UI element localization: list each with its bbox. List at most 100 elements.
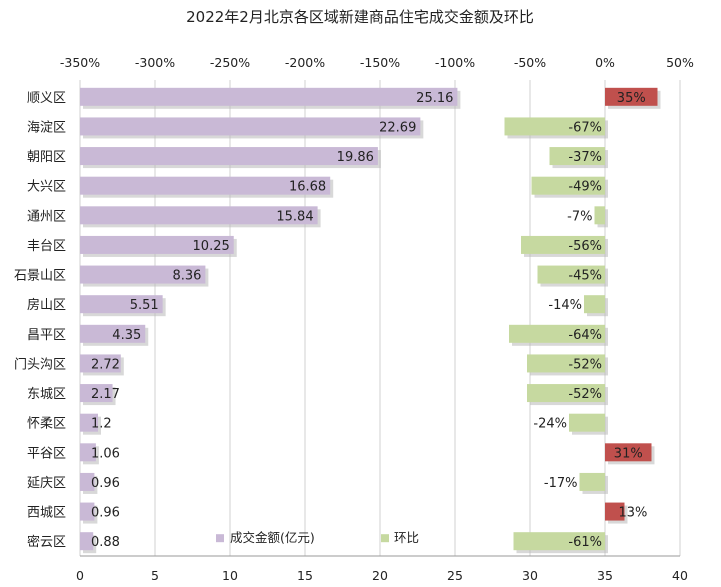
amount-bar xyxy=(80,295,163,314)
amount-data-label: 15.84 xyxy=(276,209,313,224)
bottom-tick-label: 35 xyxy=(597,568,613,583)
category-labels: 顺义区海淀区朝阳区大兴区通州区丰台区石景山区房山区昌平区门头沟区东城区怀柔区平谷… xyxy=(14,91,66,550)
amount-bar xyxy=(80,532,94,551)
amount-data-label: 25.16 xyxy=(416,91,453,106)
change-data-label: -24% xyxy=(533,417,567,432)
change-data-label: 31% xyxy=(614,446,643,461)
change-data-label: -14% xyxy=(548,298,582,313)
change-bar xyxy=(569,413,605,432)
change-data-label: -49% xyxy=(568,180,602,195)
change-data-label: -52% xyxy=(568,357,602,372)
amount-data-label: 2.72 xyxy=(91,357,120,372)
amount-bar xyxy=(80,265,206,284)
change-bar xyxy=(605,87,658,106)
amount-bar xyxy=(80,324,146,343)
top-tick-label: -350% xyxy=(60,55,100,70)
amount-bar xyxy=(80,413,98,432)
top-tick-label: -150% xyxy=(360,55,400,70)
category-label: 丰台区 xyxy=(27,239,66,254)
change-bar xyxy=(504,117,605,136)
bottom-axis-ticks: 0 5 10 15 20 25 30 35 40 xyxy=(76,568,688,583)
category-label: 大兴区 xyxy=(27,180,66,195)
change-bar xyxy=(605,502,625,521)
change-data-label: -45% xyxy=(568,269,602,284)
amount-data-label: 5.51 xyxy=(130,298,159,313)
category-label: 昌平区 xyxy=(27,328,66,343)
amount-bar xyxy=(80,472,95,491)
top-tick-label: -250% xyxy=(210,55,250,70)
amount-bar xyxy=(80,384,113,403)
top-tick-label: -300% xyxy=(135,55,175,70)
change-data-label: 35% xyxy=(617,91,646,106)
top-tick-label: -200% xyxy=(285,55,325,70)
change-bar xyxy=(579,472,605,491)
change-bar xyxy=(584,295,605,314)
amount-bar xyxy=(80,443,96,462)
category-label: 密云区 xyxy=(27,534,66,550)
change-bar xyxy=(537,265,605,284)
amount-data-label: 1.06 xyxy=(91,446,120,461)
change-bar xyxy=(549,147,605,166)
category-label: 门头沟区 xyxy=(14,357,66,372)
amount-bar xyxy=(80,87,458,106)
top-axis-ticks: -350% -300% -250% -200% -150% -100% -50% 0% 50% xyxy=(60,55,694,70)
category-label: 海淀区 xyxy=(27,120,66,135)
change-data-label: -37% xyxy=(568,150,602,165)
amount-data-label: 19.86 xyxy=(337,150,374,165)
top-tick-label: 0% xyxy=(595,55,615,70)
chart-title: 2022年2月北京各区域新建商品住宅成交金额及环比 xyxy=(186,8,534,26)
category-label: 平谷区 xyxy=(27,446,66,461)
change-data-label: -52% xyxy=(568,387,602,402)
amount-data-label: 22.69 xyxy=(379,120,416,135)
amount-bar xyxy=(80,235,234,254)
amount-data-label: 2.17 xyxy=(91,387,120,402)
amount-bar xyxy=(80,117,421,136)
legend-label-change: 环比 xyxy=(394,530,419,545)
bars: 25.16 35% 22.69 -67% 19.86 -37% 16.68 -49% 15.84… xyxy=(80,87,661,554)
change-data-label: -7% xyxy=(567,209,592,224)
amount-data-label: 0.96 xyxy=(91,506,120,521)
amount-data-label: 4.35 xyxy=(112,328,141,343)
bottom-tick-label: 0 xyxy=(76,568,84,583)
bottom-tick-label: 10 xyxy=(222,568,238,583)
amount-bar xyxy=(80,176,331,195)
bottom-tick-label: 25 xyxy=(447,568,463,583)
bottom-tick-label: 20 xyxy=(372,568,388,583)
change-bar xyxy=(531,176,605,195)
change-bar xyxy=(527,384,605,403)
category-label: 朝阳区 xyxy=(27,150,66,165)
amount-data-label: 1.2 xyxy=(91,417,112,432)
top-tick-label: -50% xyxy=(514,55,546,70)
bottom-tick-label: 15 xyxy=(297,568,313,583)
amount-data-label: 0.96 xyxy=(91,476,120,491)
amount-data-label: 0.88 xyxy=(91,535,120,550)
change-bar xyxy=(605,443,652,462)
legend: 成交金额(亿元) 环比 xyxy=(216,530,419,545)
change-data-label: -67% xyxy=(568,120,602,135)
change-bar xyxy=(521,235,605,254)
change-bar xyxy=(513,532,605,551)
amount-data-label: 10.25 xyxy=(193,239,230,254)
category-label: 西城区 xyxy=(27,506,66,521)
legend-swatch-amount xyxy=(216,534,224,543)
amount-bar xyxy=(80,502,95,521)
amount-bar xyxy=(80,147,378,166)
change-data-label: -17% xyxy=(544,476,578,491)
amount-bar xyxy=(80,354,121,373)
change-bar xyxy=(527,354,605,373)
amount-data-label: 8.36 xyxy=(172,269,201,284)
category-label: 通州区 xyxy=(27,209,66,224)
change-data-label: -61% xyxy=(568,535,602,550)
category-label: 石景山区 xyxy=(14,269,66,284)
category-label: 顺义区 xyxy=(27,91,66,106)
top-tick-label: 50% xyxy=(666,55,694,70)
category-label: 怀柔区 xyxy=(27,417,66,432)
legend-label-amount: 成交金额(亿元) xyxy=(230,530,315,545)
change-data-label: 13% xyxy=(619,506,648,521)
category-label: 房山区 xyxy=(27,297,66,313)
amount-bar xyxy=(80,206,318,225)
bottom-tick-label: 40 xyxy=(672,568,688,583)
legend-swatch-change xyxy=(381,534,389,543)
change-bar xyxy=(509,324,605,343)
